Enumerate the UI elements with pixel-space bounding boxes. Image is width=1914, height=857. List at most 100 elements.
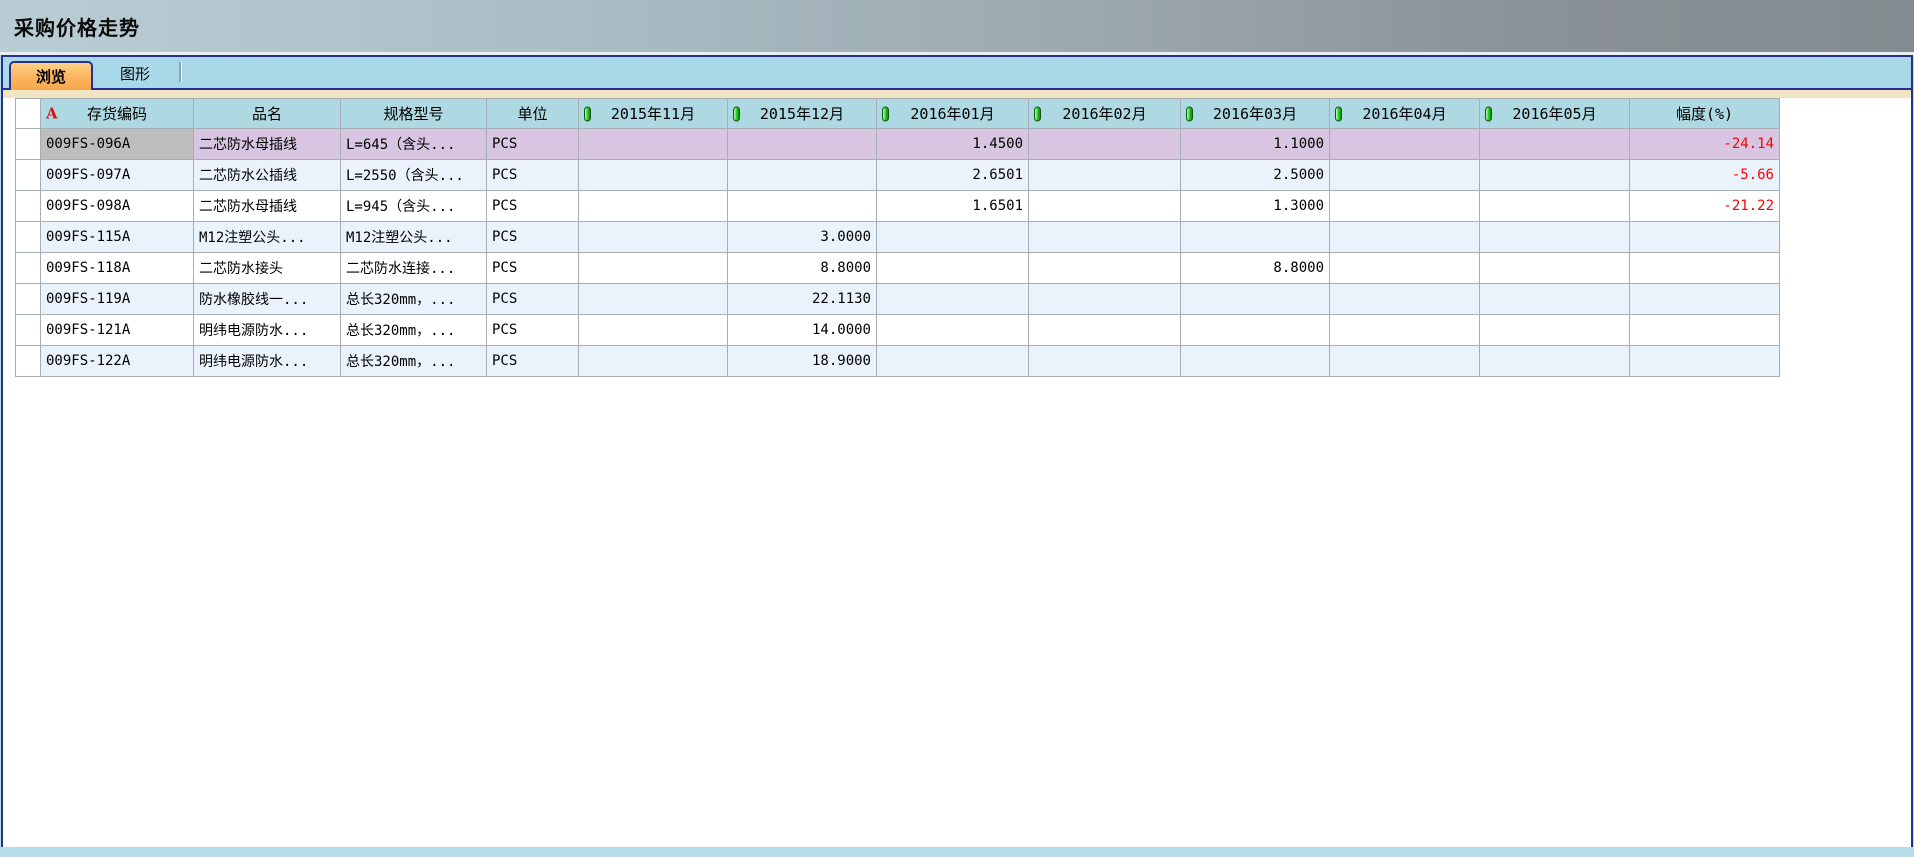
cell-m2016_03[interactable]: 1.1000 [1180, 128, 1330, 160]
cell-spec[interactable]: 总长320mm，... [340, 314, 487, 346]
column-header-m2016_01[interactable]: 2016年01月 [876, 98, 1029, 129]
cell-unit[interactable]: PCS [486, 159, 579, 191]
cell-m2016_04[interactable] [1329, 252, 1480, 284]
cell-m2016_05[interactable] [1479, 345, 1630, 377]
cell-m2016_02[interactable] [1028, 252, 1181, 284]
cell-m2016_05[interactable] [1479, 252, 1630, 284]
cell-unit[interactable]: PCS [486, 252, 579, 284]
cell-m2016_01[interactable] [876, 314, 1029, 346]
cell-name[interactable]: 防水橡胶线一... [193, 283, 341, 315]
cell-spec[interactable]: 总长320mm，... [340, 345, 487, 377]
cell-m2016_04[interactable] [1329, 221, 1480, 253]
cell-unit[interactable]: PCS [486, 128, 579, 160]
cell-m2016_03[interactable] [1180, 283, 1330, 315]
cell-range[interactable]: -24.14 [1629, 128, 1780, 160]
cell-m2015_11[interactable] [578, 190, 728, 222]
cell-m2016_05[interactable] [1479, 128, 1630, 160]
cell-m2016_05[interactable] [1479, 221, 1630, 253]
row-selector[interactable] [15, 190, 41, 222]
cell-name[interactable]: 二芯防水公插线 [193, 159, 341, 191]
cell-spec[interactable]: L=2550（含头... [340, 159, 487, 191]
column-header-m2016_03[interactable]: 2016年03月 [1180, 98, 1330, 129]
column-header-name[interactable]: 品名 [193, 98, 341, 129]
cell-code[interactable]: 009FS-121A [40, 314, 194, 346]
row-selector[interactable] [15, 345, 41, 377]
cell-m2016_03[interactable] [1180, 345, 1330, 377]
cell-m2015_12[interactable]: 18.9000 [727, 345, 877, 377]
cell-name[interactable]: M12注塑公头... [193, 221, 341, 253]
cell-range[interactable] [1629, 345, 1780, 377]
cell-unit[interactable]: PCS [486, 314, 579, 346]
cell-range[interactable] [1629, 221, 1780, 253]
cell-name[interactable]: 二芯防水接头 [193, 252, 341, 284]
cell-m2016_03[interactable]: 8.8000 [1180, 252, 1330, 284]
row-selector-header[interactable] [15, 98, 41, 129]
cell-m2015_11[interactable] [578, 314, 728, 346]
row-selector[interactable] [15, 252, 41, 284]
cell-code[interactable]: 009FS-115A [40, 221, 194, 253]
cell-m2015_12[interactable]: 22.1130 [727, 283, 877, 315]
cell-m2016_02[interactable] [1028, 159, 1181, 191]
cell-name[interactable]: 明纬电源防水... [193, 345, 341, 377]
cell-m2015_11[interactable] [578, 128, 728, 160]
column-header-m2016_05[interactable]: 2016年05月 [1479, 98, 1630, 129]
cell-m2016_05[interactable] [1479, 190, 1630, 222]
cell-m2015_12[interactable] [727, 190, 877, 222]
cell-name[interactable]: 二芯防水母插线 [193, 190, 341, 222]
cell-m2016_03[interactable]: 2.5000 [1180, 159, 1330, 191]
cell-name[interactable]: 明纬电源防水... [193, 314, 341, 346]
column-header-m2015_12[interactable]: 2015年12月 [727, 98, 877, 129]
row-selector[interactable] [15, 314, 41, 346]
row-selector[interactable] [15, 221, 41, 253]
column-header-m2016_02[interactable]: 2016年02月 [1028, 98, 1181, 129]
cell-m2016_03[interactable] [1180, 221, 1330, 253]
cell-m2016_02[interactable] [1028, 190, 1181, 222]
cell-m2016_02[interactable] [1028, 345, 1181, 377]
cell-m2016_05[interactable] [1479, 314, 1630, 346]
tab-browse[interactable]: 浏览 [9, 61, 93, 90]
cell-range[interactable] [1629, 283, 1780, 315]
cell-m2016_02[interactable] [1028, 221, 1181, 253]
cell-unit[interactable]: PCS [486, 221, 579, 253]
column-header-range[interactable]: 幅度(%) [1629, 98, 1780, 129]
cell-spec[interactable]: L=945（含头... [340, 190, 487, 222]
cell-m2016_01[interactable] [876, 221, 1029, 253]
cell-m2016_03[interactable]: 1.3000 [1180, 190, 1330, 222]
cell-code[interactable]: 009FS-118A [40, 252, 194, 284]
cell-spec[interactable]: L=645（含头... [340, 128, 487, 160]
cell-m2015_11[interactable] [578, 252, 728, 284]
cell-m2016_01[interactable]: 1.6501 [876, 190, 1029, 222]
cell-m2016_04[interactable] [1329, 314, 1480, 346]
cell-m2015_12[interactable] [727, 159, 877, 191]
cell-m2016_04[interactable] [1329, 190, 1480, 222]
cell-m2016_04[interactable] [1329, 128, 1480, 160]
cell-m2015_12[interactable]: 3.0000 [727, 221, 877, 253]
column-header-m2015_11[interactable]: 2015年11月 [578, 98, 728, 129]
row-selector[interactable] [15, 283, 41, 315]
tab-graph[interactable]: 图形 [119, 64, 150, 83]
column-header-unit[interactable]: 单位 [486, 98, 579, 129]
cell-range[interactable]: -5.66 [1629, 159, 1780, 191]
cell-m2015_12[interactable] [727, 128, 877, 160]
cell-code[interactable]: 009FS-122A [40, 345, 194, 377]
cell-m2015_12[interactable]: 14.0000 [727, 314, 877, 346]
cell-m2015_11[interactable] [578, 159, 728, 191]
cell-spec[interactable]: 总长320mm，... [340, 283, 487, 315]
cell-range[interactable] [1629, 314, 1780, 346]
cell-name[interactable]: 二芯防水母插线 [193, 128, 341, 160]
cell-code[interactable]: 009FS-096A [40, 128, 194, 160]
cell-range[interactable] [1629, 252, 1780, 284]
cell-m2016_05[interactable] [1479, 159, 1630, 191]
cell-m2015_12[interactable]: 8.8000 [727, 252, 877, 284]
cell-m2016_02[interactable] [1028, 128, 1181, 160]
cell-m2016_01[interactable] [876, 252, 1029, 284]
cell-m2016_01[interactable] [876, 345, 1029, 377]
cell-m2015_11[interactable] [578, 345, 728, 377]
cell-m2015_11[interactable] [578, 221, 728, 253]
cell-m2016_03[interactable] [1180, 314, 1330, 346]
row-selector[interactable] [15, 159, 41, 191]
cell-m2016_05[interactable] [1479, 283, 1630, 315]
column-header-m2016_04[interactable]: 2016年04月 [1329, 98, 1480, 129]
cell-unit[interactable]: PCS [486, 345, 579, 377]
cell-code[interactable]: 009FS-119A [40, 283, 194, 315]
